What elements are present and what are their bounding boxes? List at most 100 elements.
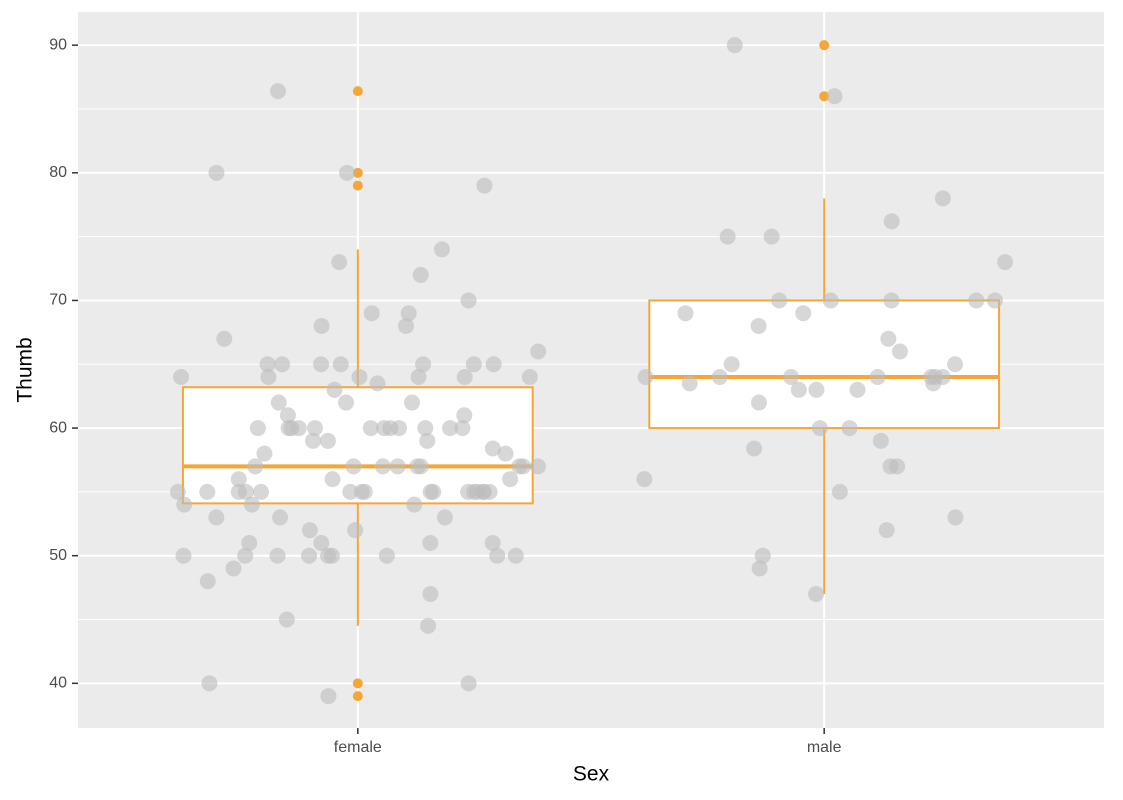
jitter-point: [484, 534, 501, 551]
jitter-point: [460, 483, 477, 500]
jitter-point: [274, 356, 291, 373]
jitter-point: [363, 305, 380, 322]
jitter-point: [415, 356, 432, 373]
jitter-point: [436, 509, 453, 526]
y-tick-label: 60: [49, 419, 67, 436]
jitter-point: [521, 369, 538, 386]
jitter-point: [272, 509, 289, 526]
jitter-point: [332, 356, 349, 373]
jitter-point: [783, 369, 800, 386]
outlier: [352, 86, 363, 97]
jitter-point: [356, 483, 373, 500]
y-axis-title: Thumb: [14, 337, 37, 402]
jitter-point: [175, 547, 192, 564]
jitter-point: [502, 471, 519, 488]
jitter-point: [326, 381, 343, 398]
jitter-point: [997, 254, 1014, 271]
jitter-point: [342, 483, 359, 500]
jitter-point: [256, 445, 273, 462]
jitter-point: [878, 522, 895, 539]
jitter-point: [442, 420, 459, 437]
jitter-point: [313, 317, 330, 334]
jitter-point: [420, 617, 437, 634]
outlier: [819, 91, 830, 102]
jitter-point: [301, 547, 318, 564]
jitter-point: [339, 164, 356, 181]
jitter-point: [169, 483, 186, 500]
jitter-point: [225, 560, 242, 577]
jitter-point: [422, 585, 439, 602]
jitter-point: [351, 369, 368, 386]
jitter-point: [719, 228, 736, 245]
jitter-point: [269, 547, 286, 564]
jitter-point: [398, 317, 415, 334]
jitter-point: [889, 458, 906, 475]
jitter-point: [771, 292, 788, 309]
jitter-point: [968, 292, 985, 309]
jitter-point: [831, 483, 848, 500]
jitter-point: [454, 420, 471, 437]
jitter-point: [465, 356, 482, 373]
jitter-point: [216, 330, 233, 347]
jitter-point: [456, 369, 473, 386]
jitter-point: [279, 407, 296, 424]
jitter-point: [947, 356, 964, 373]
jitter-point: [270, 394, 287, 411]
jitter-point: [754, 547, 771, 564]
jitter-point: [260, 369, 277, 386]
jitter-point: [481, 483, 498, 500]
jitter-point: [485, 356, 502, 373]
jitter-point: [484, 440, 501, 457]
x-tick-label: female: [334, 739, 382, 756]
jitter-point: [530, 343, 547, 360]
box: [648, 299, 1001, 430]
jitter-point: [259, 356, 276, 373]
jitter-point: [869, 369, 886, 386]
jitter-point: [986, 292, 1003, 309]
jitter-point: [320, 688, 337, 705]
jitter-point: [301, 522, 318, 539]
jitter-point: [280, 420, 297, 437]
outlier: [352, 167, 363, 178]
jitter-point: [711, 369, 728, 386]
jitter-point: [750, 317, 767, 334]
jitter-point: [726, 37, 743, 54]
jitter-point: [808, 381, 825, 398]
jitter-point: [410, 369, 427, 386]
jitter-point: [826, 88, 843, 105]
jitter-point: [750, 394, 767, 411]
y-tick-label: 70: [49, 292, 67, 309]
jitter-point: [419, 432, 436, 449]
jitter-point: [400, 305, 417, 322]
jitter-point: [208, 509, 225, 526]
jitter-point: [872, 432, 889, 449]
jitter-point: [883, 213, 900, 230]
jitter-point: [530, 458, 547, 475]
jitter-point: [883, 292, 900, 309]
jitter-point: [306, 420, 323, 437]
jitter-point: [208, 164, 225, 181]
jitter-point: [230, 483, 247, 500]
jitter-point: [636, 471, 653, 488]
jitter-point: [362, 420, 379, 437]
jitter-point: [808, 585, 825, 602]
jitter-point: [795, 305, 812, 322]
jitter-point: [422, 534, 439, 551]
outlier: [352, 180, 363, 191]
jitter-point: [841, 420, 858, 437]
jitter-point: [374, 458, 391, 475]
jitter-point: [230, 471, 247, 488]
jitter-point: [763, 228, 780, 245]
jitter-point: [417, 420, 434, 437]
jitter-point: [751, 560, 768, 577]
jitter-point: [378, 547, 395, 564]
jitter-point: [201, 675, 218, 692]
jitter-point: [681, 375, 698, 392]
x-tick-label: male: [807, 739, 842, 756]
y-tick-label: 50: [49, 547, 67, 564]
jitter-point: [237, 547, 254, 564]
jitter-point: [489, 547, 506, 564]
jitter-point: [247, 458, 264, 475]
jitter-point: [369, 375, 386, 392]
